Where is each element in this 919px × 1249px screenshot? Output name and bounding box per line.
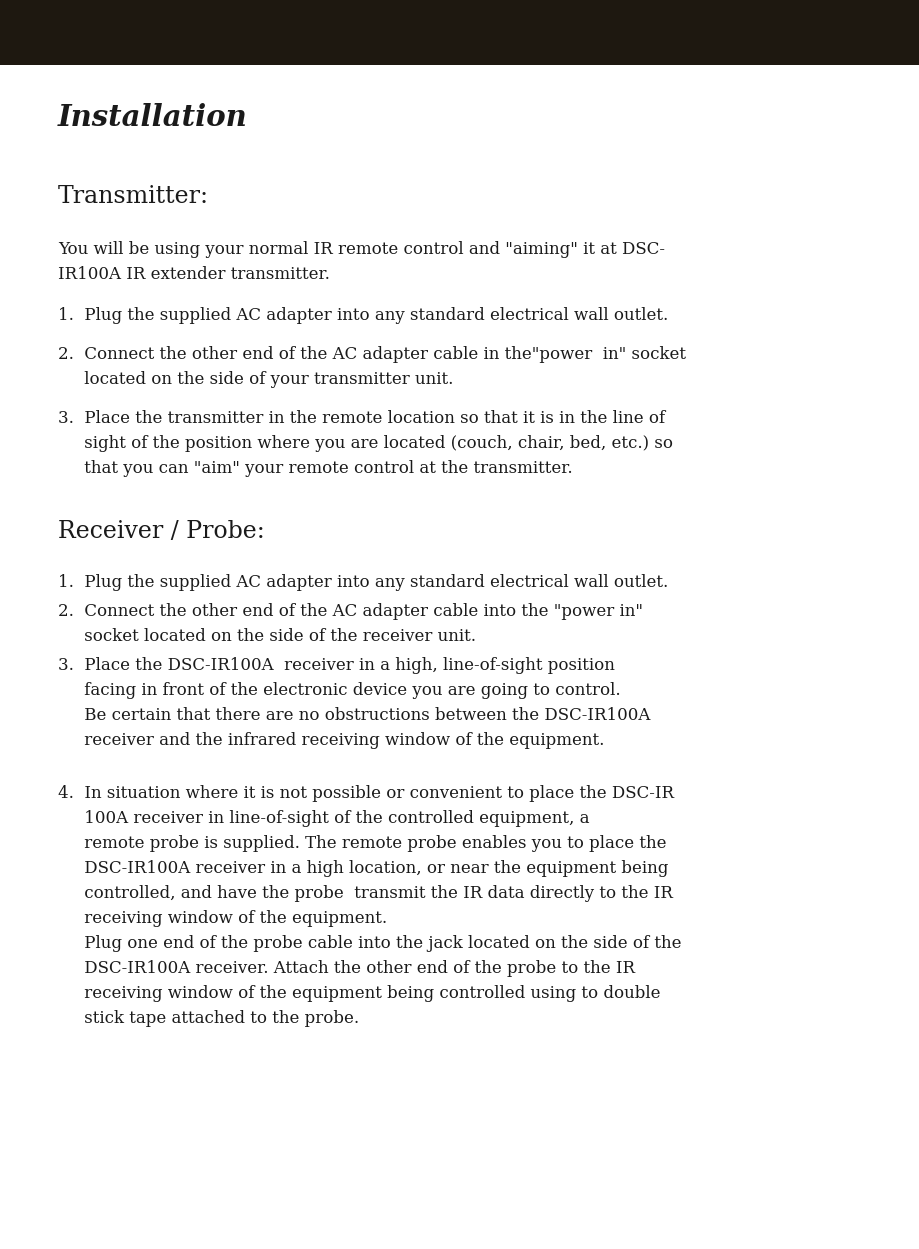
Text: You will be using your normal IR remote control and "aiming" it at DSC-: You will be using your normal IR remote …	[58, 241, 665, 259]
Text: DSC-IR100A receiver in a high location, or near the equipment being: DSC-IR100A receiver in a high location, …	[58, 861, 668, 877]
Text: located on the side of your transmitter unit.: located on the side of your transmitter …	[58, 371, 453, 388]
Text: DSC-IR100A receiver. Attach the other end of the probe to the IR: DSC-IR100A receiver. Attach the other en…	[58, 960, 635, 977]
Bar	[0, 0, 919, 65]
Text: 2.  Connect the other end of the AC adapter cable in the"power  in" socket: 2. Connect the other end of the AC adapt…	[58, 346, 686, 363]
Text: that you can "aim" your remote control at the transmitter.: that you can "aim" your remote control a…	[58, 460, 573, 477]
Text: stick tape attached to the probe.: stick tape attached to the probe.	[58, 1010, 359, 1027]
Text: controlled, and have the probe  transmit the IR data directly to the IR: controlled, and have the probe transmit …	[58, 886, 673, 902]
Text: Transmitter:: Transmitter:	[58, 185, 209, 209]
Text: 2.  Connect the other end of the AC adapter cable into the "power in": 2. Connect the other end of the AC adapt…	[58, 603, 643, 620]
Text: Installation: Installation	[58, 102, 248, 132]
Text: 3.  Place the transmitter in the remote location so that it is in the line of: 3. Place the transmitter in the remote l…	[58, 410, 665, 427]
Text: 100A receiver in line-of-sight of the controlled equipment, a: 100A receiver in line-of-sight of the co…	[58, 811, 589, 827]
Text: facing in front of the electronic device you are going to control.: facing in front of the electronic device…	[58, 682, 620, 699]
Text: sight of the position where you are located (couch, chair, bed, etc.) so: sight of the position where you are loca…	[58, 435, 673, 452]
Text: receiving window of the equipment.: receiving window of the equipment.	[58, 911, 387, 927]
Text: remote probe is supplied. The remote probe enables you to place the: remote probe is supplied. The remote pro…	[58, 836, 666, 852]
Text: 1.  Plug the supplied AC adapter into any standard electrical wall outlet.: 1. Plug the supplied AC adapter into any…	[58, 307, 668, 323]
Text: 1.  Plug the supplied AC adapter into any standard electrical wall outlet.: 1. Plug the supplied AC adapter into any…	[58, 575, 668, 591]
Text: 4.  In situation where it is not possible or convenient to place the DSC-IR: 4. In situation where it is not possible…	[58, 786, 674, 802]
Text: receiving window of the equipment being controlled using to double: receiving window of the equipment being …	[58, 985, 661, 1002]
Text: Be certain that there are no obstructions between the DSC-IR100A: Be certain that there are no obstruction…	[58, 707, 651, 724]
Text: 3.  Place the DSC-IR100A  receiver in a high, line-of-sight position: 3. Place the DSC-IR100A receiver in a hi…	[58, 657, 615, 674]
Text: socket located on the side of the receiver unit.: socket located on the side of the receiv…	[58, 628, 476, 644]
Text: Plug one end of the probe cable into the jack located on the side of the: Plug one end of the probe cable into the…	[58, 936, 682, 952]
Text: Receiver / Probe:: Receiver / Probe:	[58, 520, 265, 543]
Text: receiver and the infrared receiving window of the equipment.: receiver and the infrared receiving wind…	[58, 732, 605, 749]
Text: IR100A IR extender transmitter.: IR100A IR extender transmitter.	[58, 266, 330, 284]
